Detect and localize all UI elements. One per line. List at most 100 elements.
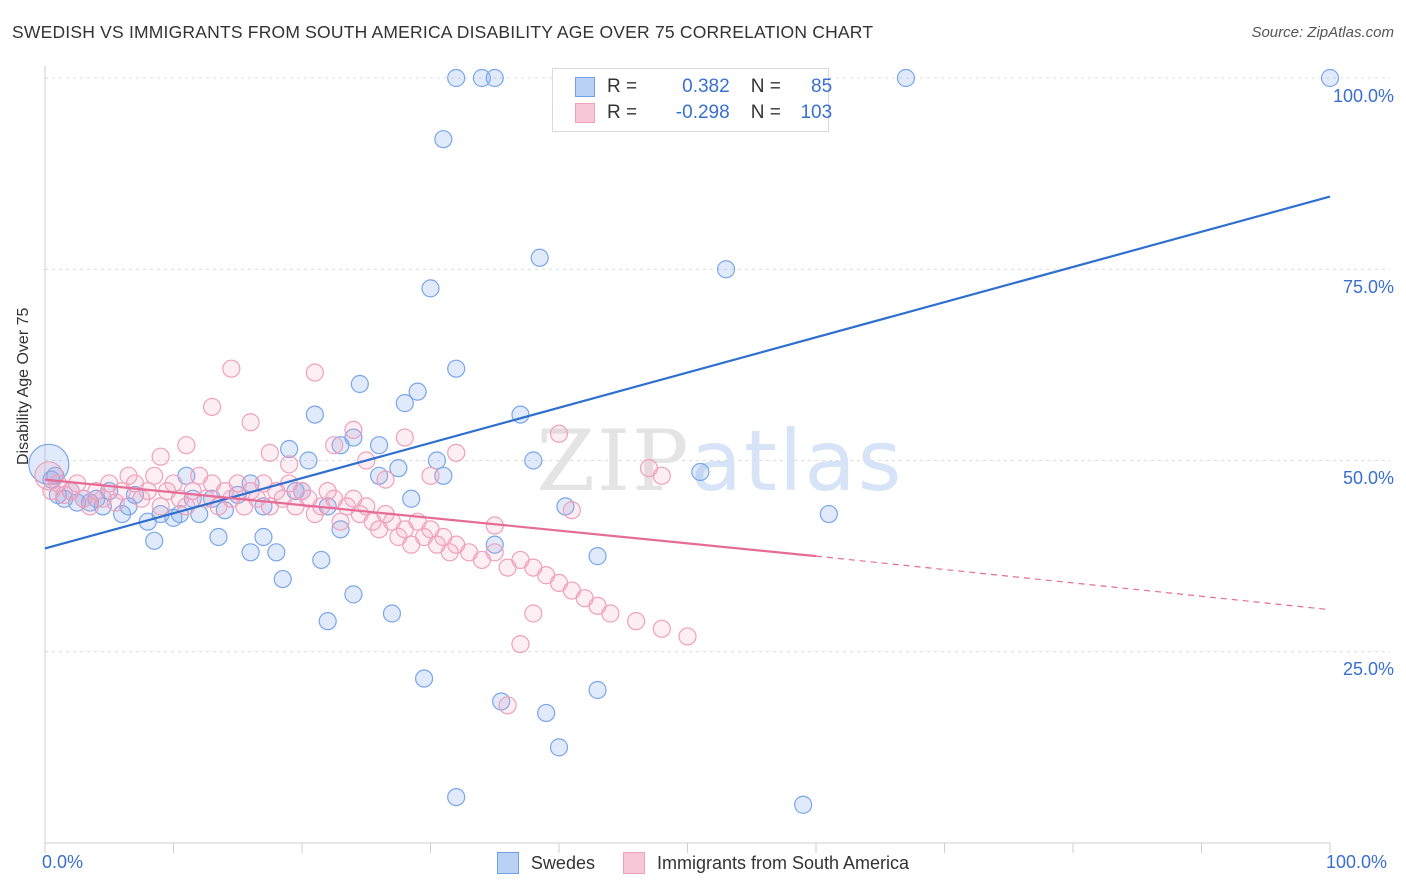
swedes-point <box>209 527 228 547</box>
swedes-point <box>299 451 318 470</box>
swedes-point <box>402 489 421 508</box>
swedes-point <box>549 738 569 757</box>
legend-item-immigrants[interactable]: Immigrants from South America <box>622 852 910 874</box>
immigrants-point <box>280 455 299 474</box>
swedes-point <box>447 787 466 807</box>
swedes-point <box>472 68 491 88</box>
immigrants-point <box>331 512 350 531</box>
immigrants-point <box>485 543 504 562</box>
immigrants-swatch <box>622 852 645 874</box>
immigrants-point <box>447 443 466 462</box>
swedes-point <box>280 439 299 459</box>
swedes-swatch <box>575 77 595 97</box>
r-value: 0.382 <box>682 76 730 97</box>
immigrants-point <box>652 466 671 485</box>
swedes-point <box>305 405 324 424</box>
legend-row-immigrants: R = -0.298 N = 103 <box>575 101 832 125</box>
chart-title: SWEDISH VS IMMIGRANTS FROM SOUTH AMERICA… <box>12 22 874 42</box>
immigrants-trend-line <box>44 478 817 558</box>
immigrants-point <box>511 634 530 654</box>
swedes-point <box>485 535 504 554</box>
immigrants-point <box>164 474 183 493</box>
y-tick-label: 50.0% <box>1342 468 1394 488</box>
series-legend: Swedes Immigrants from South America <box>0 852 1406 874</box>
swedes-point <box>691 462 710 482</box>
stats-legend: R = 0.382 N = 85 R = -0.298 N = 103 <box>552 68 832 132</box>
swedes-point <box>145 531 164 550</box>
r-value: -0.298 <box>675 102 730 123</box>
swedes-point <box>524 451 543 470</box>
y-tick-label: 75.0% <box>1342 277 1394 297</box>
swedes-point <box>344 585 363 604</box>
immigrants-point <box>305 363 324 382</box>
legend-label: Swedes <box>530 852 595 873</box>
r-label: R = <box>607 76 638 97</box>
swedes-point <box>485 68 504 88</box>
immigrants-point <box>325 436 344 455</box>
swedes-point <box>350 374 369 394</box>
swedes-point <box>447 68 466 88</box>
immigrants-point <box>344 420 363 439</box>
immigrants-point <box>260 443 279 462</box>
immigrants-point <box>202 397 222 417</box>
swedes-trend-line <box>44 195 1331 550</box>
swedes-point <box>434 130 453 149</box>
immigrants-point <box>498 696 517 715</box>
swedes-point <box>241 543 260 562</box>
swedes-point <box>254 527 273 547</box>
swedes-point <box>716 260 736 279</box>
immigrants-point <box>678 627 697 646</box>
legend-label: Immigrants from South America <box>656 852 910 873</box>
x-tick-label: 100.0% <box>1326 852 1388 872</box>
swedes-swatch <box>496 852 519 874</box>
immigrants-point <box>562 501 581 520</box>
immigrants-swatch <box>575 103 595 123</box>
n-label: N = <box>750 102 781 123</box>
swedes-point <box>312 550 331 570</box>
y-tick-label: 25.0% <box>1342 659 1394 679</box>
immigrants-point <box>524 604 543 623</box>
swedes-point <box>370 436 389 455</box>
immigrants-trend-extension <box>815 555 1331 611</box>
swedes-point <box>408 382 427 401</box>
immigrants-point <box>151 447 170 466</box>
swedes-point <box>530 248 549 267</box>
immigrants-point <box>626 612 646 631</box>
swedes-point <box>318 612 337 631</box>
immigrants-point <box>241 413 260 432</box>
swedes-point <box>382 604 402 623</box>
swedes-point <box>447 359 466 378</box>
swedes-point <box>434 466 453 485</box>
immigrants-point <box>151 497 170 516</box>
immigrants-point <box>549 424 569 443</box>
immigrants-point <box>376 470 395 489</box>
swedes-point <box>588 547 607 566</box>
swedes-point <box>537 703 556 723</box>
swedes-point <box>414 669 434 688</box>
swedes-point <box>267 543 286 562</box>
immigrants-point <box>177 436 196 455</box>
immigrants-point <box>222 359 241 378</box>
immigrants-point <box>395 428 414 447</box>
swedes-point <box>588 680 607 700</box>
swedes-point <box>819 504 838 524</box>
swedes-point <box>273 569 292 589</box>
immigrants-point <box>145 466 164 485</box>
swedes-point <box>395 394 414 413</box>
immigrants-point <box>34 461 64 491</box>
legend-item-swedes[interactable]: Swedes <box>496 852 595 874</box>
swedes-point <box>344 428 363 447</box>
swedes-point <box>794 795 813 814</box>
watermark: ZIPatlas <box>536 412 903 510</box>
n-label: N = <box>750 76 781 97</box>
r-label: R = <box>607 102 638 123</box>
swedes-point <box>421 279 440 298</box>
legend-row-swedes: R = 0.382 N = 85 <box>575 75 832 99</box>
swedes-point <box>1320 68 1340 88</box>
y-tick-label: 100.0% <box>1332 86 1394 106</box>
swedes-point <box>427 451 447 470</box>
n-value: 103 <box>800 102 833 123</box>
immigrants-point <box>421 466 440 485</box>
swedes-point <box>331 520 350 539</box>
